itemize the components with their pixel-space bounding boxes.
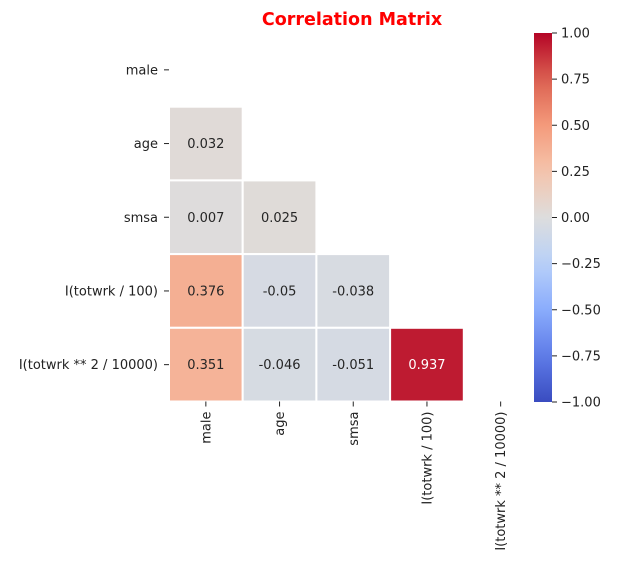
heatmap-cell-label: 0.032	[187, 137, 224, 152]
y-axis-ticks: male age smsa I(totwrk / 100) I(totwrk ** 2 …	[19, 63, 169, 373]
y-tick-label: age	[134, 137, 158, 152]
heatmap-cell-label: 0.937	[408, 358, 445, 373]
heatmap-cell	[241, 326, 318, 403]
heatmap-cell-label: 0.007	[187, 211, 224, 226]
heatmap-cell	[389, 326, 465, 403]
y-tick-label: I(totwrk ** 2 / 10000)	[19, 358, 158, 373]
heatmap-cell-label: 0.025	[261, 211, 298, 226]
colorbar-tick-label: 0.75	[561, 73, 590, 88]
colorbar-gradient	[534, 33, 552, 402]
y-tick-label: I(totwrk / 100)	[65, 284, 158, 299]
colorbar-tick-label: −0.75	[561, 349, 601, 364]
x-axis-ticks: male age smsa I(totwrk / 100) I(totwrk ** 2 …	[199, 401, 509, 551]
colorbar-tick-label: 0.25	[561, 165, 590, 180]
x-tick-label: smsa	[347, 412, 362, 446]
heatmap-cell-label: -0.046	[259, 358, 301, 373]
heatmap-cells: 0.032 0.007 0.025 0.376 -0.05 -0.038 0.351 -0.0…	[168, 105, 465, 403]
colorbar-ticks: 1.00 0.75 0.50 0.25 0.00 −0.25 −0.50 −0.75 −1.00	[552, 27, 601, 411]
heatmap-cell-label: 0.376	[187, 284, 224, 299]
heatmap-cell-label: -0.051	[332, 358, 374, 373]
colorbar-tick-label: 0.50	[561, 119, 590, 134]
colorbar-tick-label: 1.00	[561, 27, 590, 42]
x-tick-label: male	[199, 412, 214, 444]
colorbar-tick-label: −0.25	[561, 257, 601, 272]
colorbar	[534, 33, 552, 402]
x-tick-label: age	[273, 412, 288, 436]
colorbar-tick-label: −0.50	[561, 303, 601, 318]
y-tick-label: male	[126, 63, 158, 78]
heatmap-cell-label: -0.05	[263, 284, 297, 299]
y-tick-label: smsa	[124, 211, 158, 226]
heatmap-cell	[168, 179, 244, 256]
x-tick-label: I(totwrk ** 2 / 10000)	[494, 412, 509, 551]
x-tick-label: I(totwrk / 100)	[420, 412, 435, 505]
heatmap-cell-label: -0.038	[332, 284, 374, 299]
chart-title: Correlation Matrix	[262, 10, 443, 30]
heatmap-cell-label: 0.351	[187, 358, 224, 373]
heatmap-cell	[315, 253, 392, 329]
colorbar-tick-label: −1.00	[561, 396, 601, 411]
colorbar-tick-label: 0.00	[561, 211, 590, 226]
